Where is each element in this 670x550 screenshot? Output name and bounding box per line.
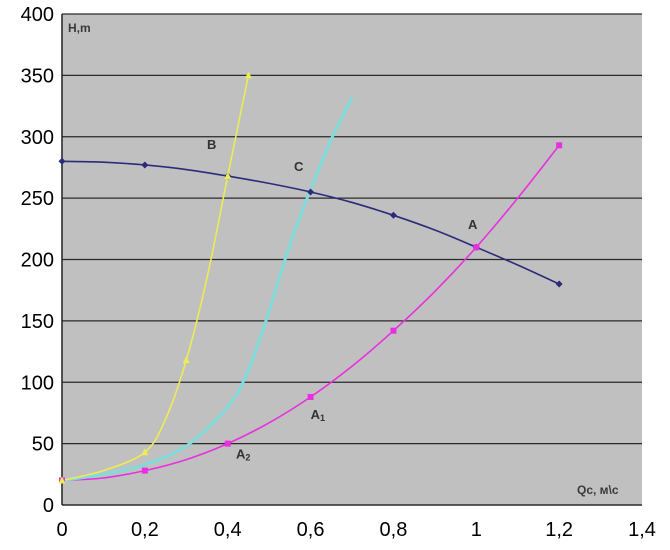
y-axis-label: H,m: [68, 21, 91, 35]
x-tick-label: 0: [56, 519, 67, 541]
series-line-C: [61, 96, 354, 482]
data-point: [555, 280, 563, 288]
data-point: [473, 244, 480, 251]
data-point: [58, 157, 66, 165]
y-tick-label: 0: [43, 495, 54, 517]
data-point: [224, 172, 232, 180]
x-tick-label: 1,4: [628, 519, 656, 541]
y-tick-label: 200: [21, 250, 54, 272]
y-tick-label: 400: [21, 4, 54, 26]
point-label: C: [294, 159, 304, 174]
data-point: [390, 327, 397, 334]
x-axis-label: Qc, м\с: [577, 483, 619, 497]
y-tick-label: 50: [32, 434, 54, 456]
data-point: [389, 211, 397, 219]
y-tick-label: 350: [21, 65, 54, 87]
x-tick-label: 1: [471, 519, 482, 541]
y-tick-labels: 0 50 100 150 200 250 300 350 400: [21, 4, 54, 517]
x-tick-label: 1,2: [545, 519, 573, 541]
x-tick-label: 0,4: [214, 519, 242, 541]
data-point: [307, 188, 315, 196]
x-tick-label: 0,6: [297, 519, 325, 541]
y-tick-label: 300: [21, 127, 54, 149]
point-label: A: [468, 217, 478, 232]
data-point: [141, 448, 149, 456]
y-tick-label: 100: [21, 372, 54, 394]
point-label: B: [207, 137, 216, 152]
x-tick-label: 0,8: [380, 519, 408, 541]
data-point: [58, 476, 66, 484]
y-tick-label: 150: [21, 311, 54, 333]
grid: [61, 13, 642, 506]
x-tick-label: 0,2: [131, 519, 159, 541]
data-point: [182, 356, 190, 364]
data-point: [141, 467, 148, 474]
data-point: [556, 142, 563, 149]
data-point: [224, 440, 231, 447]
data-point: [141, 161, 149, 169]
data-point: [307, 393, 314, 400]
x-tick-labels: 0 0,2 0,4 0,6 0,8 1 1,2 1,4: [56, 519, 655, 541]
y-tick-label: 250: [21, 188, 54, 210]
data-point: [244, 71, 252, 79]
markers-group: [58, 71, 563, 484]
